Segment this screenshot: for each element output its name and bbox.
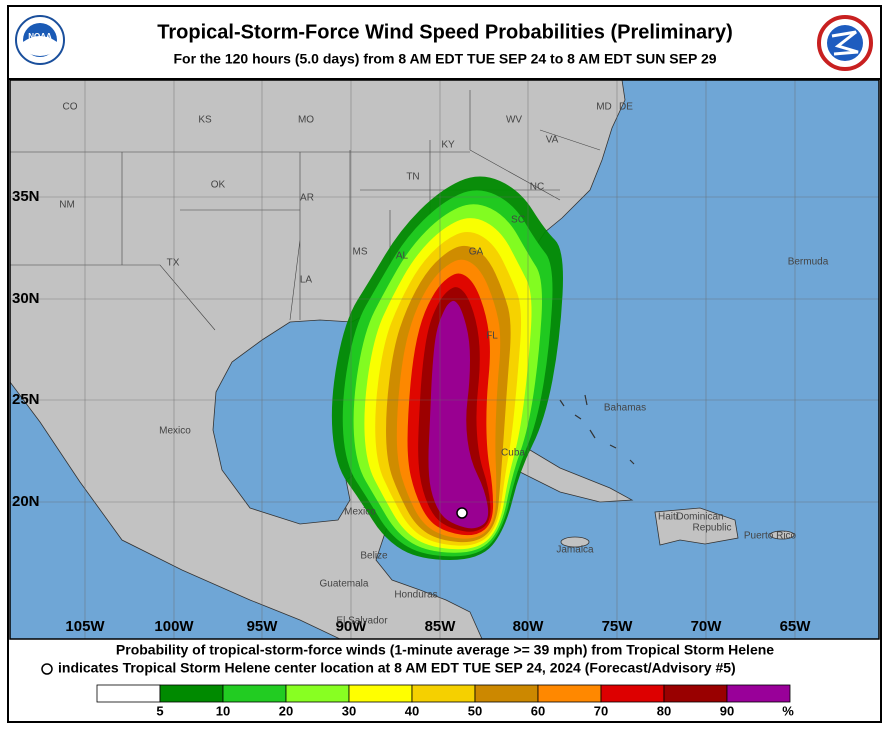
place-label: Guatemala <box>320 579 369 590</box>
place-label: KY <box>441 140 455 151</box>
longitude-label: 85W <box>425 618 457 635</box>
legend-label: 50 <box>468 703 482 718</box>
graticule: 35N 30N 25N 20N 105W 100W 95W 90W 85W 80W 75W 70W 65… <box>10 80 879 639</box>
legend-swatch <box>159 684 224 703</box>
legend-unit: % <box>782 703 794 718</box>
place-label: NM <box>59 200 75 211</box>
longitude-label: 90W <box>336 618 368 635</box>
contour-band <box>428 300 489 529</box>
legend-swatch <box>663 684 728 703</box>
legend-label: 10 <box>216 703 230 718</box>
logo-disc <box>827 25 863 61</box>
place-label: WV <box>506 115 522 126</box>
storm-center <box>456 507 468 519</box>
legend-swatch <box>222 684 287 703</box>
place-label: Belize <box>360 551 388 562</box>
place-label: OK <box>211 180 226 191</box>
caption-line1: Probability of tropical-storm-force wind… <box>116 642 774 658</box>
longitude-label: 65W <box>780 618 812 635</box>
logo-text: NOAA <box>28 32 52 41</box>
place-label: Honduras <box>394 590 437 601</box>
legend-label: 90 <box>720 703 734 718</box>
nws-logo <box>817 15 873 71</box>
place-label: DE <box>619 102 633 113</box>
place-label: FL <box>486 331 498 342</box>
place-label: El Salvador <box>336 616 388 627</box>
place-label: MO <box>298 115 314 126</box>
legend-label: 80 <box>657 703 671 718</box>
subtitle: For the 120 hours (5.0 days) from 8 AM E… <box>173 51 716 67</box>
jamaica <box>560 536 590 548</box>
puerto-rico <box>769 530 795 540</box>
longitude-label: 80W <box>513 618 545 635</box>
place-label: Haiti <box>658 512 678 523</box>
place-label: TX <box>167 258 180 269</box>
longitude-label: 95W <box>247 618 279 635</box>
legend-swatch <box>411 684 476 703</box>
legend-swatch <box>600 684 665 703</box>
latitude-label: 30N <box>12 290 40 307</box>
frame <box>7 5 882 723</box>
place-label: TN <box>406 172 419 183</box>
logo-bird <box>23 36 57 56</box>
place-label: AL <box>396 251 409 262</box>
caption-symbol <box>41 663 53 675</box>
longitude-label: 100W <box>154 618 194 635</box>
legend-swatch <box>537 684 602 703</box>
caption-line2: indicates Tropical Storm Helene center l… <box>58 660 736 676</box>
probability-contours <box>331 176 563 560</box>
legend-swatch <box>726 684 791 703</box>
map: 35N 30N 25N 20N 105W 100W 95W 90W 85W 80W 75W 70W 65… <box>9 79 880 640</box>
map-border <box>9 79 880 640</box>
latitude-label: 35N <box>12 188 40 205</box>
place-label: VA <box>546 135 559 146</box>
legend-swatch <box>474 684 539 703</box>
place-label: Republic <box>693 523 732 534</box>
latitude-label: 20N <box>12 493 40 510</box>
place-labels: CO KS MO KY WV VA MD DE TN NC OK AR SC NM TX MS AL GA LA FL… <box>59 102 829 627</box>
place-label: CO <box>63 102 78 113</box>
longitude-label: 105W <box>65 618 105 635</box>
place-label: KS <box>198 115 212 126</box>
noaa-logo: NOAA <box>15 15 65 65</box>
place-label: Dominican <box>676 512 723 523</box>
logo-bolt <box>831 30 859 56</box>
legend-swatch <box>285 684 350 703</box>
legend-label: 60 <box>531 703 545 718</box>
title: Tropical-Storm-Force Wind Speed Probabil… <box>157 21 733 43</box>
legend-label: 5 <box>156 703 163 718</box>
place-label: Cuba <box>501 448 525 459</box>
place-label: GA <box>469 247 484 258</box>
place-label: NC <box>530 182 544 193</box>
place-label: LA <box>300 275 313 286</box>
legend-label: 70 <box>594 703 608 718</box>
place-label: Bahamas <box>604 403 646 414</box>
legend: 5 10 20 30 40 50 60 70 80 90% <box>96 684 794 718</box>
place-label: Puerto Rico <box>744 531 797 542</box>
longitude-label: 75W <box>602 618 634 635</box>
place-label: Jamaica <box>556 545 594 556</box>
bahamas <box>559 394 635 465</box>
place-label: AR <box>300 193 314 204</box>
legend-label: 30 <box>342 703 356 718</box>
legend-swatch <box>96 684 161 703</box>
legend-label: 40 <box>405 703 419 718</box>
legend-swatch <box>348 684 413 703</box>
place-label: Bermuda <box>788 257 829 268</box>
place-label: MD <box>596 102 612 113</box>
place-label: SC <box>511 215 525 226</box>
place-label: Mexico <box>344 507 376 518</box>
place-label: MS <box>353 247 368 258</box>
longitude-label: 70W <box>691 618 723 635</box>
latitude-label: 25N <box>12 391 40 408</box>
place-label: Mexico <box>159 426 191 437</box>
legend-label: 20 <box>279 703 293 718</box>
